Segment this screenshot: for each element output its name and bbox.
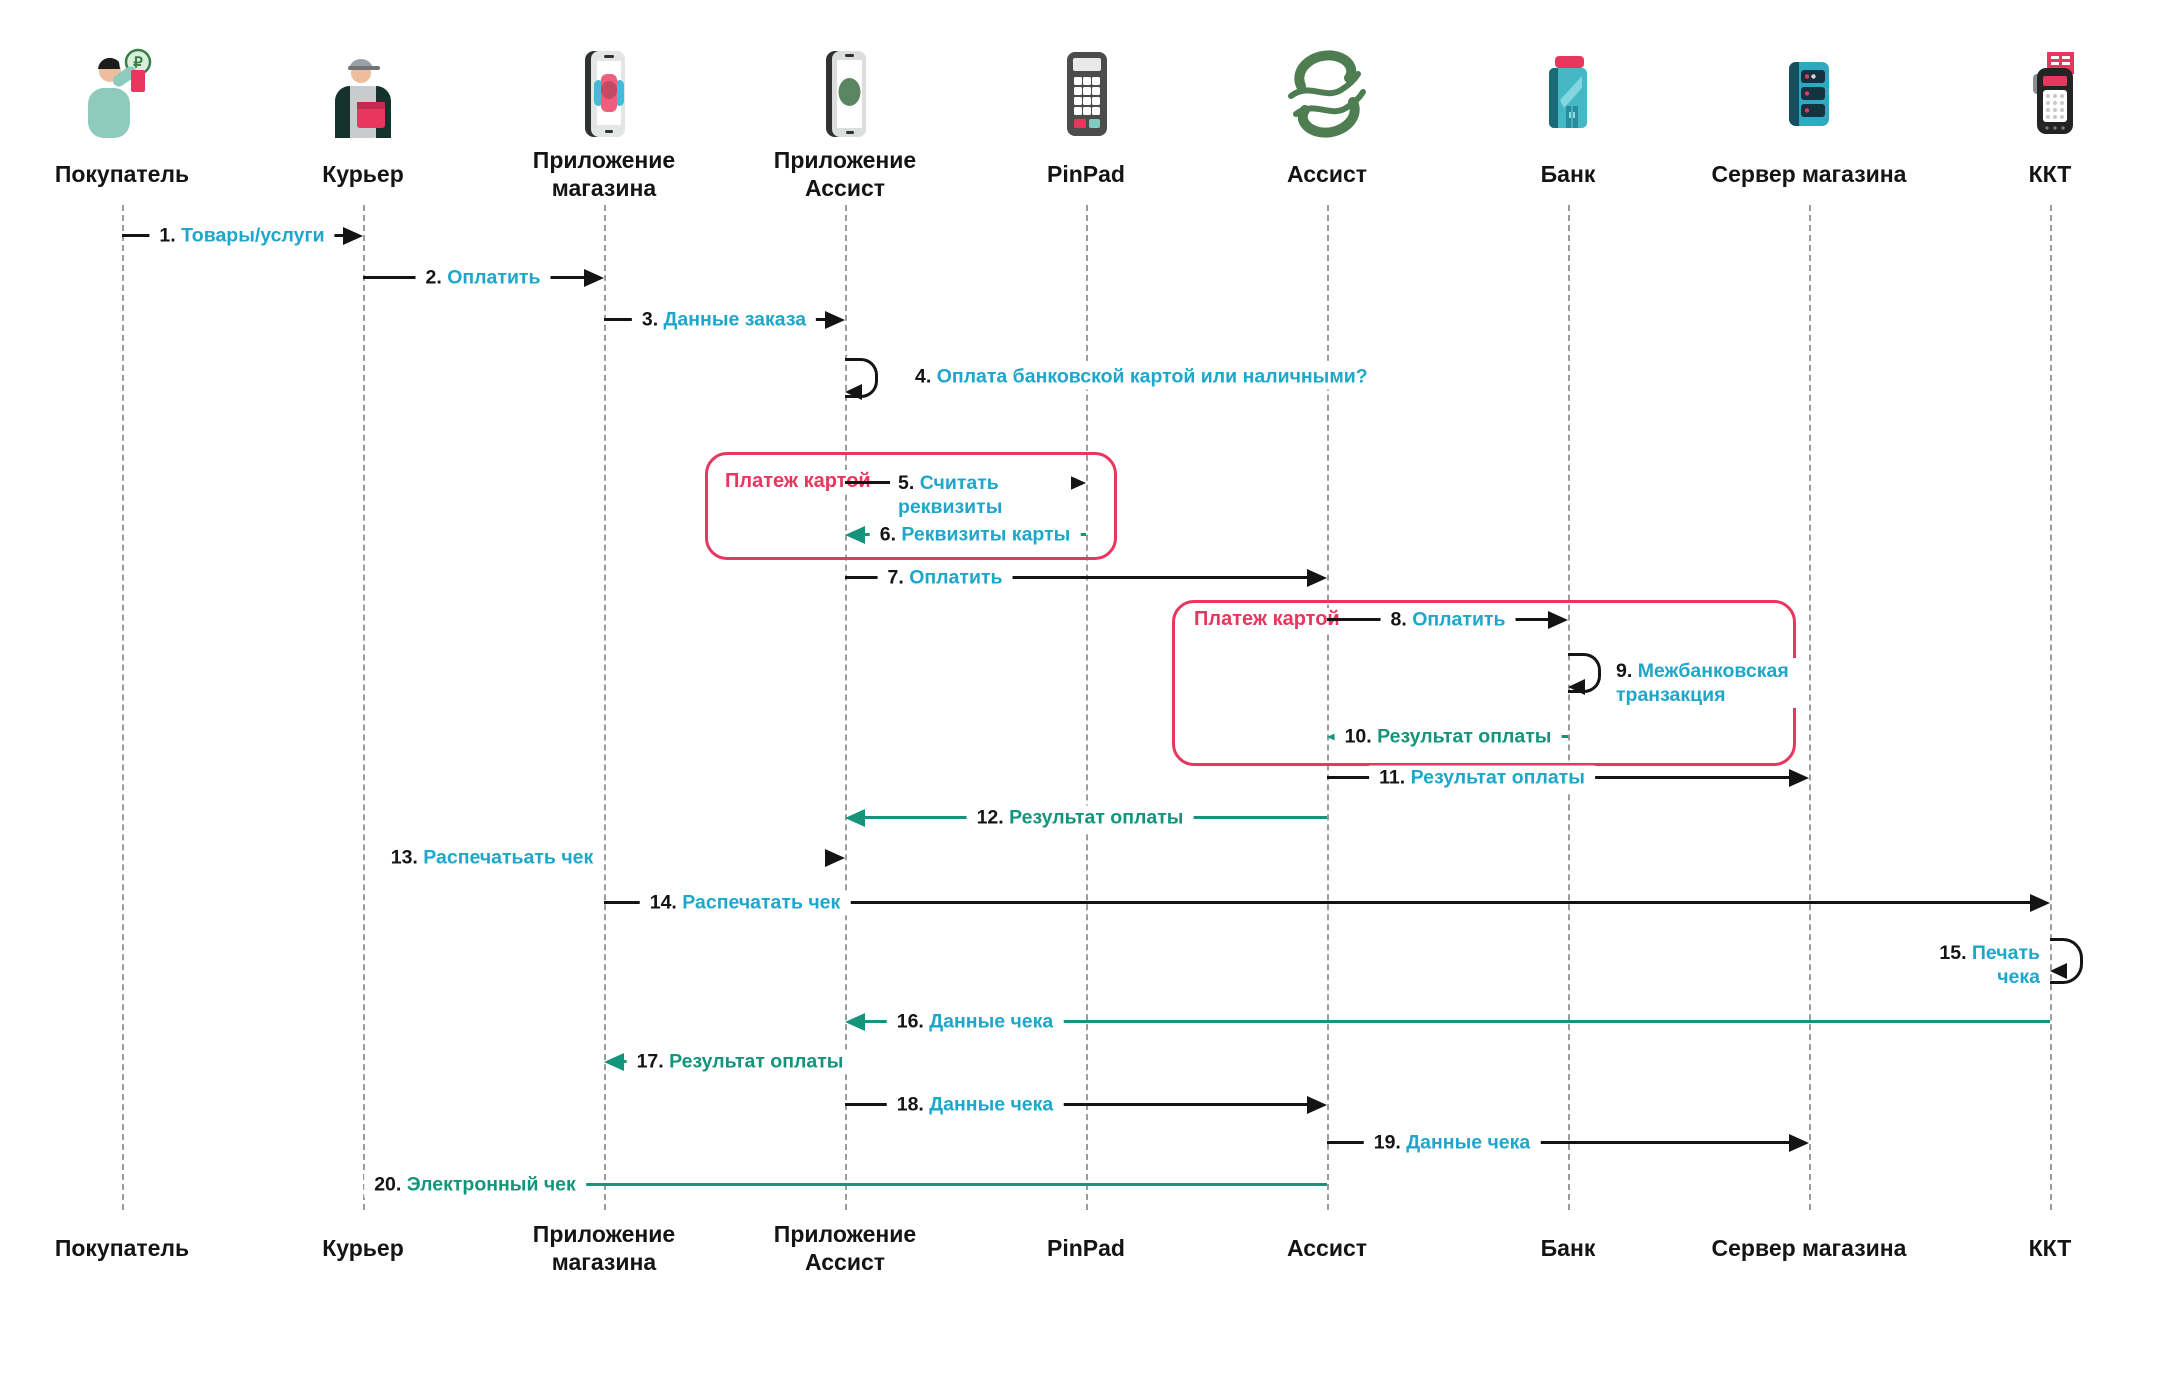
lifeline-courier: [363, 205, 365, 1210]
message-2-arrowhead: [584, 269, 604, 287]
actor-assist-app-bottom: Приложение Ассист: [773, 1220, 917, 1275]
message-3-arrowhead: [825, 311, 845, 329]
message-15-arrowhead: [2050, 963, 2067, 979]
message-18-line: [845, 1103, 1307, 1106]
lifeline-store-server: [1809, 205, 1811, 1210]
message-11-arrowhead: [1789, 769, 1809, 787]
store-app-icon: [556, 46, 652, 142]
message-9-label: 9. Межбанковская транзакция: [1608, 658, 1809, 708]
message-19-line: [1327, 1141, 1789, 1144]
message-19-arrowhead: [1789, 1134, 1809, 1152]
message-4-label: 4. Оплата банковской картой или наличным…: [905, 364, 1378, 390]
message-7-line: [845, 576, 1307, 579]
message-19-label: 19. Данные чека: [1363, 1130, 1541, 1156]
frame-card-payment-1-label: Платеж картой: [721, 470, 875, 493]
message-6-label: 6. Реквизиты карты: [869, 522, 1081, 548]
actor-store-app: Приложение магазина: [514, 142, 694, 206]
message-17-label: 17. Результат оплаты: [626, 1049, 854, 1075]
actor-store-app-label: Приложение магазина: [532, 146, 676, 201]
message-13-arrowhead: [825, 849, 845, 867]
frame-card-payment-2-label: Платеж картой: [1190, 608, 1344, 631]
message-3-label: 3. Данные заказа: [631, 307, 817, 333]
message-1-arrowhead: [343, 227, 363, 245]
message-7-label: 7. Оплатить: [877, 565, 1013, 591]
kkt-icon: [2002, 46, 2098, 142]
actor-assist-label: Ассист: [1286, 160, 1368, 187]
lifeline-store-app: [604, 205, 606, 1210]
message-8-arrowhead: [1548, 611, 1568, 629]
message-17-arrowhead: [604, 1053, 624, 1071]
actor-pinpad-label: PinPad: [1047, 160, 1125, 187]
actor-buyer-bottom: Покупатель: [54, 1234, 190, 1261]
message-2-label: 2. Оплатить: [415, 265, 551, 291]
message-6-arrowhead: [845, 526, 865, 544]
lifeline-kkt: [2050, 205, 2052, 1210]
actor-store-app-bottom: Приложение магазина: [532, 1220, 676, 1275]
message-20-line: [381, 1183, 1327, 1186]
message-11-label: 11. Результат оплаты: [1369, 765, 1595, 791]
lifeline-assist-app: [845, 205, 847, 1210]
assist-logo-icon: [1279, 46, 1375, 142]
svg-text:₽: ₽: [133, 55, 143, 72]
actor-kkt: ККТ: [1950, 142, 2150, 206]
actor-courier-label: Курьер: [322, 160, 404, 187]
actor-pinpad-bottom: PinPad: [1047, 1234, 1125, 1261]
actor-assist-app: Приложение Ассист: [755, 142, 935, 206]
message-16-label: 16. Данные чека: [886, 1009, 1064, 1035]
message-14-arrowhead: [2030, 894, 2050, 912]
frame-card-payment-1: [705, 452, 1117, 560]
buyer-icon: ₽: [74, 46, 170, 142]
actor-buyer: Покупатель: [22, 142, 222, 206]
actor-store-server-label: Сервер магазина: [1711, 160, 1907, 187]
message-14-line: [604, 901, 2030, 904]
actor-courier-bottom: Курьер: [322, 1234, 404, 1261]
actor-assist: Ассист: [1227, 142, 1427, 206]
message-14-label: 14. Распечатать чек: [639, 890, 851, 916]
courier-icon: [315, 46, 411, 142]
message-16-line: [863, 1020, 2050, 1023]
bank-icon: [1520, 46, 1616, 142]
actor-bank-bottom: Банк: [1540, 1234, 1596, 1261]
lifeline-assist: [1327, 205, 1329, 1210]
actor-assist-app-label: Приложение Ассист: [773, 146, 917, 201]
message-5-arrowhead: [1066, 474, 1086, 492]
actor-bank: Банк: [1468, 142, 1668, 206]
actor-bank-label: Банк: [1540, 160, 1596, 187]
actor-courier: Курьер: [263, 142, 463, 206]
message-18-arrowhead: [1307, 1096, 1327, 1114]
message-9-arrowhead: [1568, 679, 1585, 695]
pinpad-icon: [1038, 46, 1134, 142]
message-8-label: 8. Оплатить: [1380, 607, 1516, 633]
lifeline-buyer: [122, 205, 124, 1210]
actor-buyer-label: Покупатель: [54, 160, 190, 187]
message-4-arrowhead: [845, 384, 862, 400]
assist-app-icon: [797, 46, 893, 142]
store-server-icon: [1761, 46, 1857, 142]
lifeline-pinpad: [1086, 205, 1088, 1210]
message-16-arrowhead: [845, 1013, 865, 1031]
message-13-label: 13. Распечатьать чек: [380, 845, 604, 871]
message-15-loop: [2050, 938, 2083, 984]
lifeline-bank: [1568, 205, 1570, 1210]
actor-store-server-bottom: Сервер магазина: [1711, 1234, 1907, 1261]
message-7-arrowhead: [1307, 569, 1327, 587]
message-12-arrowhead: [845, 809, 865, 827]
message-18-label: 18. Данные чека: [886, 1092, 1064, 1118]
actor-pinpad: PinPad: [986, 142, 1186, 206]
actor-store-server: Сервер магазина: [1674, 142, 1944, 206]
actor-kkt-bottom: ККТ: [2028, 1234, 2072, 1261]
message-1-label: 1. Товары/услуги: [149, 223, 335, 249]
message-20-label: 20. Электронный чек: [364, 1172, 586, 1198]
actor-assist-bottom: Ассист: [1286, 1234, 1368, 1261]
message-10-label: 10. Результат оплаты: [1334, 724, 1562, 750]
actor-kkt-label: ККТ: [2028, 160, 2072, 187]
message-15-label: 15. Печать чека: [1912, 940, 2048, 990]
message-12-label: 12. Результат оплаты: [966, 805, 1194, 831]
